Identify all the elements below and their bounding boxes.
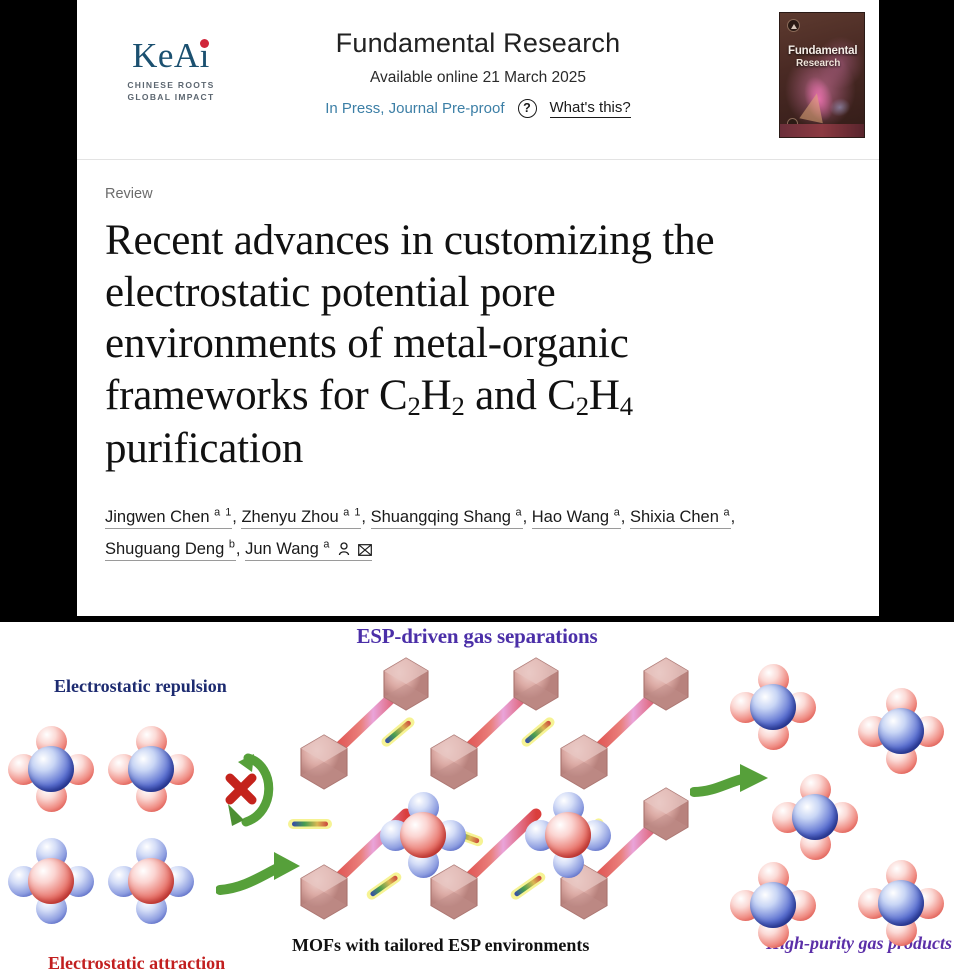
label-electrostatic-repulsion: Electrostatic repulsion [54, 676, 227, 696]
molecule-feed-blue-1 [8, 726, 94, 812]
cover-title-line2: Research [796, 58, 841, 69]
publication-status-row: In Press, Journal Pre-proof ? What's thi… [257, 99, 699, 119]
available-online-date: Available online 21 March 2025 [369, 69, 586, 87]
journal-header: KeAi CHINESE ROOTS GLOBAL IMPACT Fundame… [77, 0, 879, 160]
product-outlet-arrow-icon [690, 764, 768, 797]
molecule-core [750, 684, 796, 730]
whats-this-link[interactable]: What's this? [549, 99, 631, 119]
author-6[interactable]: Jun Wang a [245, 539, 372, 562]
label-mofs-tailored-esp: MOFs with tailored ESP environments [292, 935, 590, 955]
molecule-feed-blue-2 [108, 726, 194, 812]
molecule-product-3 [772, 774, 858, 860]
keai-red-dot-icon [199, 39, 209, 48]
molecule-core [128, 746, 174, 792]
molecule-core [878, 708, 924, 754]
author-2[interactable]: Shuangqing Shang a [370, 507, 523, 530]
label-electrostatic-attraction: Electrostatic attraction [48, 953, 226, 973]
keai-wordmark-text: KeAi [132, 36, 210, 75]
author-list: Jingwen Chen a 1, Zhenyu Zhou a 1, Shuan… [105, 501, 851, 567]
author-separator: , [522, 508, 532, 527]
keai-tagline: CHINESE ROOTS GLOBAL IMPACT [101, 79, 241, 104]
molecule-product-1 [730, 664, 816, 750]
author-separator: , [620, 508, 630, 527]
author-separator: , [235, 540, 246, 559]
cover-title-line1: Fundamental [788, 45, 858, 57]
keai-tagline-line2: GLOBAL IMPACT [127, 92, 215, 103]
author-4[interactable]: Shixia Chen a [629, 507, 731, 530]
molecule-product-4 [730, 862, 816, 948]
journal-header-center: Fundamental Research Available online 21… [257, 28, 699, 119]
graphical-abstract: ESP-driven gas separations Electrostatic… [0, 622, 954, 976]
author-5[interactable]: Shuguang Deng b [105, 539, 236, 562]
page-title: Recent advances in customizing the elect… [105, 215, 795, 474]
molecule-core [128, 858, 174, 904]
mof-node-icon [300, 657, 689, 920]
cover-bottom-band [780, 124, 864, 137]
molecule-core [28, 858, 74, 904]
molecule-core [400, 812, 446, 858]
molecule-core [750, 882, 796, 928]
molecule-core [792, 794, 838, 840]
keai-wordmark: KeAi [132, 38, 210, 73]
molecule-product-5 [858, 860, 944, 946]
author-separator: , [232, 508, 242, 527]
article-type-label: Review [105, 186, 153, 202]
keai-tagline-line1: CHINESE ROOTS [127, 80, 215, 90]
molecule-core [878, 880, 924, 926]
article-title-text: Recent advances in customizing the elect… [105, 217, 715, 472]
corresponding-author-person-icon[interactable] [338, 535, 350, 567]
molecule-product-2 [858, 688, 944, 774]
blocked-path-arrow-icon [225, 753, 274, 827]
keai-logo[interactable]: KeAi CHINESE ROOTS GLOBAL IMPACT [101, 38, 241, 104]
mof-framework-diagram [288, 654, 708, 939]
molecule-adsorbed-2 [525, 792, 611, 878]
journal-title: Fundamental Research [335, 28, 621, 58]
allowed-path-arrow-icon [216, 852, 300, 895]
author-1[interactable]: Zhenyu Zhou a 1 [241, 507, 362, 530]
author-separator: , [361, 508, 371, 527]
cover-top-badge-icon [787, 19, 800, 32]
email-envelope-icon[interactable] [357, 535, 372, 567]
journal-cover-thumbnail[interactable]: Fundamental Research [779, 12, 865, 138]
graphical-abstract-title: ESP-driven gas separations [356, 624, 598, 648]
author-separator: , [730, 508, 736, 527]
article-card: KeAi CHINESE ROOTS GLOBAL IMPACT Fundame… [77, 0, 879, 616]
molecule-core [545, 812, 591, 858]
author-0[interactable]: Jingwen Chen a 1 [105, 507, 233, 530]
molecule-core [28, 746, 74, 792]
molecule-feed-red-1 [8, 838, 94, 924]
molecule-feed-red-2 [108, 838, 194, 924]
author-3[interactable]: Hao Wang a [531, 507, 621, 530]
molecule-adsorbed-1 [380, 792, 466, 878]
article-body: Review Recent advances in customizing th… [77, 160, 879, 578]
help-question-icon[interactable]: ? [517, 99, 537, 119]
in-press-status-link[interactable]: In Press, Journal Pre-proof [325, 100, 505, 118]
